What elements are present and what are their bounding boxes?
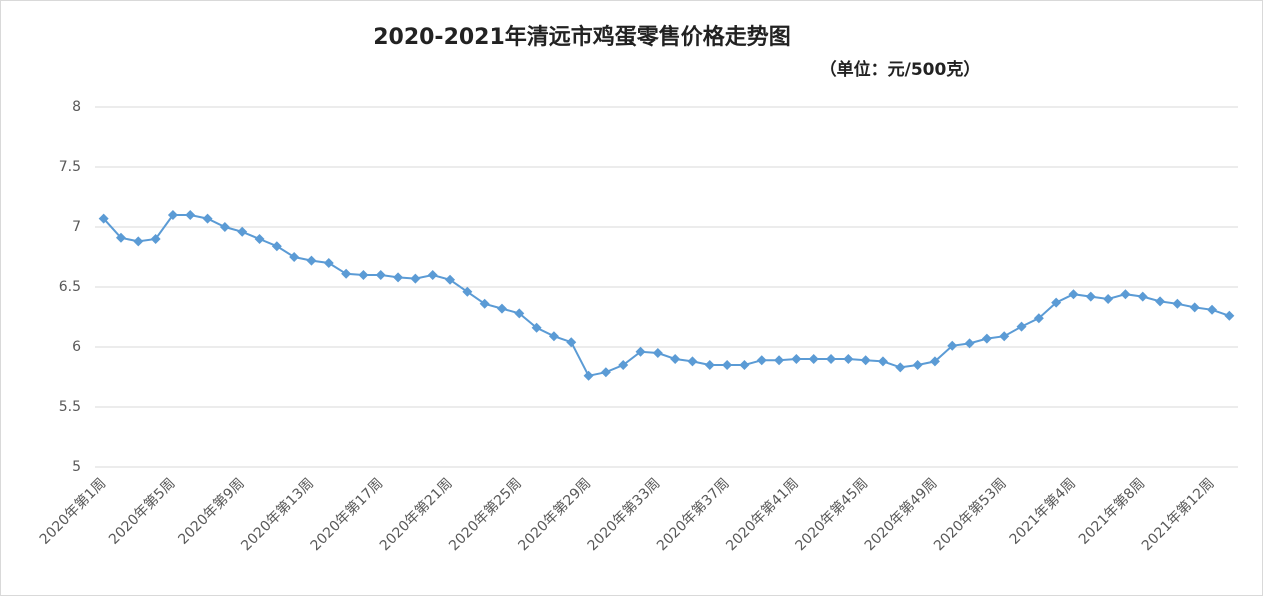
data-point [895,362,906,373]
y-tick-label: 5.5 [59,399,81,415]
data-point [375,270,386,280]
data-point [410,273,421,284]
data-point [739,360,750,370]
data-point [115,232,126,243]
data-point [912,360,923,370]
data-point [652,348,663,358]
chart-subtitle: （单位：元/500克） [820,59,981,80]
y-tick-label: 7.5 [59,159,81,175]
data-point [600,367,611,378]
data-point [219,222,230,232]
data-point [427,270,438,280]
data-point [877,356,888,367]
data-point [687,356,698,367]
data-point [826,354,837,364]
data-point [1155,296,1166,307]
data-point [306,255,317,266]
data-point [289,252,300,262]
data-point [1137,291,1148,302]
data-point [393,272,404,283]
y-tick-label: 8 [72,99,81,115]
data-point [358,270,369,280]
data-point [514,308,525,319]
data-point [860,355,871,366]
data-point [202,213,213,224]
data-point [583,370,594,381]
data-point [496,303,507,314]
data-point [791,354,802,364]
y-tick-label: 6 [72,339,81,355]
data-point [271,241,282,252]
data-point [531,322,542,333]
data-point [947,340,958,351]
data-point [150,234,161,244]
data-point [843,354,854,364]
data-point [98,213,109,224]
data-point [548,331,559,342]
data-point [1103,294,1114,304]
data-point [1033,313,1044,324]
data-point [341,268,352,279]
data-point [756,355,767,366]
data-point [445,274,456,285]
data-point [1068,289,1079,300]
data-point [185,210,196,220]
data-point [774,355,785,366]
data-point [133,236,144,247]
data-point [635,346,646,357]
y-tick-label: 5 [72,459,81,475]
data-point [237,226,248,237]
y-tick-label: 6.5 [59,279,81,295]
data-point [323,258,334,268]
data-point [1224,310,1235,321]
data-point [1172,298,1183,309]
data-point [964,338,975,349]
data-point [1189,302,1200,313]
data-point [618,360,629,370]
data-point [566,337,577,348]
data-point [670,354,681,364]
data-point [722,360,733,370]
data-point [1120,289,1131,300]
data-point [479,298,490,309]
data-point [1207,304,1218,315]
data-point [462,286,473,297]
data-point [167,210,178,220]
chart-title: 2020-2021年清远市鸡蛋零售价格走势图 [373,24,791,50]
y-tick-label: 7 [72,219,81,235]
data-point [808,354,819,364]
data-point [254,234,265,244]
data-point [704,360,715,370]
data-point [1051,297,1062,308]
data-point [1085,291,1096,302]
data-point [929,356,940,367]
data-point [1016,321,1027,332]
data-point [981,333,992,344]
data-point [999,331,1010,342]
